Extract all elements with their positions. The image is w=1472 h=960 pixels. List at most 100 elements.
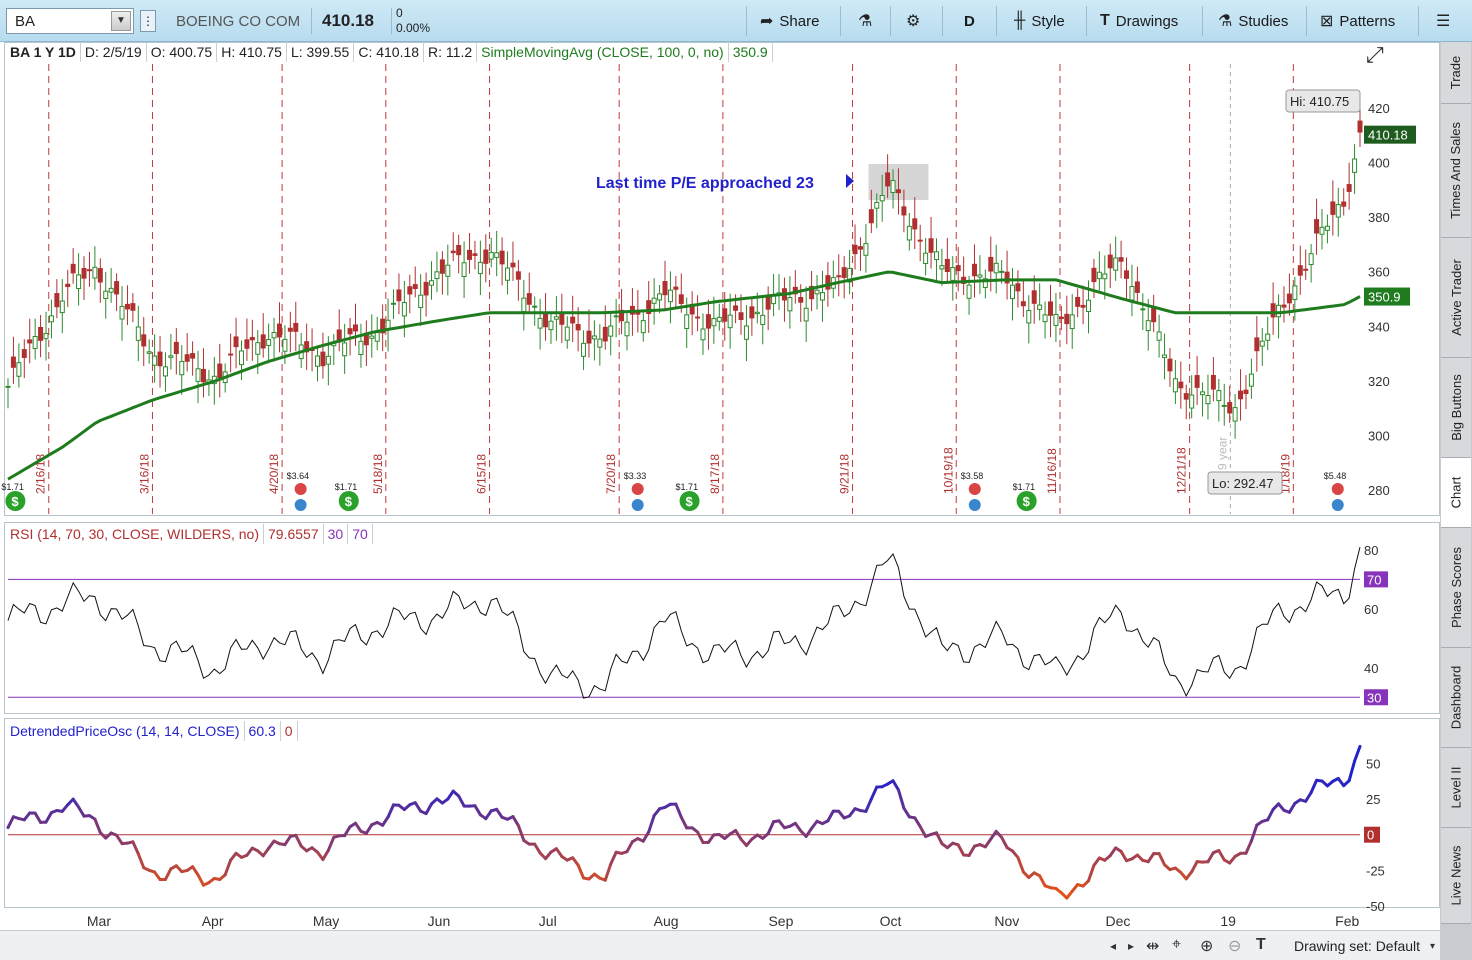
candle-body [863, 243, 869, 256]
text-tool-icon[interactable]: T [1256, 936, 1266, 953]
dpo-segment [533, 842, 542, 855]
candle-body [868, 209, 874, 224]
tab-times-and-sales[interactable]: Times And Sales [1441, 104, 1471, 238]
candle-body [1053, 313, 1059, 326]
tab-chart[interactable]: Chart [1441, 458, 1471, 528]
tab-trade[interactable]: Trade [1441, 42, 1471, 104]
zoom-fit-icon[interactable]: ⇹ [1146, 938, 1160, 955]
expand-icon[interactable]: ⤢ [1366, 42, 1384, 67]
candle-body [434, 271, 440, 280]
dividend-icon [679, 491, 700, 511]
annotation-arrow-icon [846, 174, 854, 188]
drawing-set-selector[interactable]: Drawing set: Default [1294, 938, 1421, 954]
candle-body [130, 303, 136, 311]
net-change-value: 0 [396, 6, 403, 20]
tab-big-buttons[interactable]: Big Buttons [1441, 358, 1471, 458]
candle-body [505, 267, 511, 281]
style-button[interactable]: ╫ Style [1014, 8, 1065, 34]
candle-body [27, 339, 33, 344]
symbol-value: BA [15, 13, 36, 30]
candle-body [803, 307, 809, 322]
dividend-label: $1.71 [335, 482, 358, 492]
tab-label: Phase Scores [1448, 547, 1464, 628]
settings-button[interactable]: ⚙ [906, 8, 920, 34]
dpo-segment [1146, 852, 1156, 864]
dpo-segment [196, 873, 205, 887]
dpo-study-name[interactable]: DetrendedPriceOsc (14, 14, CLOSE) [6, 721, 245, 741]
toolbar-divider [1086, 6, 1087, 36]
dpo-segment [1087, 863, 1096, 883]
candle-body [1297, 265, 1303, 276]
earnings-icon [631, 483, 644, 495]
share-button[interactable]: ➦ Share [760, 8, 819, 34]
aggregation-button[interactable]: D [964, 8, 975, 34]
drawings-button[interactable]: T Drawings [1100, 8, 1178, 34]
rsi-value: 79.6557 [264, 524, 324, 544]
zoom-in-icon[interactable]: ⊕ [1200, 938, 1214, 955]
candle-body [608, 325, 614, 337]
candle-body [1134, 281, 1140, 293]
earnings-info-icon [1331, 499, 1344, 511]
menu-button[interactable]: ☰ [1436, 8, 1450, 34]
candle-body [108, 287, 114, 293]
dpo-segment [826, 809, 835, 823]
candle-body [114, 281, 120, 295]
dpo-panel[interactable] [4, 718, 1440, 908]
studies-button[interactable]: ⚗ Studies [1218, 8, 1288, 34]
candle-body [548, 320, 554, 331]
rsi-panel[interactable] [4, 522, 1440, 714]
drawing-set-dropdown-icon[interactable]: ▾ [1430, 941, 1436, 952]
candle-body [1330, 201, 1336, 215]
tab-dashboard[interactable]: Dashboard [1441, 648, 1471, 748]
header-sma-study[interactable]: SimpleMovingAvg (CLOSE, 100, 0, no) [477, 42, 729, 62]
candle-body [950, 267, 956, 281]
candle-body [488, 252, 494, 260]
tab-active-trader[interactable]: Active Trader [1441, 238, 1471, 358]
crosshair-icon[interactable]: ⌖ [1172, 936, 1182, 953]
candle-body [1324, 225, 1330, 231]
candle-body [21, 349, 27, 358]
earnings-icon [294, 483, 307, 495]
header-period: BA 1 Y 1D [6, 42, 81, 62]
rsi-study-name[interactable]: RSI (14, 70, 30, CLOSE, WILDERS, no) [6, 524, 264, 544]
flask-button[interactable]: ⚗ [858, 8, 872, 34]
candle-body [1183, 393, 1189, 400]
patterns-button[interactable]: ⊠ Patterns [1320, 8, 1395, 34]
tab-phase-scores[interactable]: Phase Scores [1441, 528, 1471, 648]
chart-canvas[interactable]: 280300320340360380400420406080-50-250255… [0, 0, 1440, 930]
candle-body [667, 289, 673, 303]
candle-body [646, 300, 652, 315]
candle-body [906, 225, 912, 241]
tab-label: Active Trader [1448, 259, 1464, 336]
candle-body [276, 323, 282, 338]
hi-label: Hi: 410.75 [1290, 94, 1349, 109]
candle-body [1102, 273, 1108, 280]
candle-body [1194, 375, 1200, 388]
candle-body [1031, 290, 1037, 304]
candle-body [59, 300, 65, 314]
pattern-icon: ⊠ [1320, 13, 1334, 30]
dpo-segment [326, 835, 336, 852]
candle-body [1091, 267, 1097, 283]
candle-body [418, 294, 424, 309]
candle-body [1352, 158, 1358, 173]
zoom-out-icon[interactable]: ⊖ [1228, 938, 1242, 955]
tab-level-ii[interactable]: Level II [1441, 748, 1471, 828]
dpo-segment [413, 801, 423, 813]
symbol-dropdown-button[interactable]: ▼ [111, 11, 131, 31]
dpo-segment [625, 840, 634, 854]
dpo-segment [934, 831, 944, 846]
earnings-label: $3.58 [961, 471, 984, 481]
candle-body [537, 317, 543, 329]
tab-live-news[interactable]: Live News [1441, 828, 1471, 924]
price-panel[interactable] [4, 42, 1440, 516]
chart-bottom-bar: ◂ ▸ ⇹ ⌖ ⊕ ⊖ T Drawing set: Default ▾ [0, 930, 1440, 960]
symbol-input[interactable]: BA ▼ [6, 8, 134, 34]
candle-body [971, 263, 977, 277]
candle-body [320, 351, 326, 367]
scroll-right-icon[interactable]: ▸ [1128, 939, 1135, 953]
candle-body [157, 351, 163, 367]
candle-body [97, 268, 103, 283]
link-icon[interactable]: ⋮ [140, 10, 156, 32]
scroll-left-icon[interactable]: ◂ [1110, 939, 1117, 953]
